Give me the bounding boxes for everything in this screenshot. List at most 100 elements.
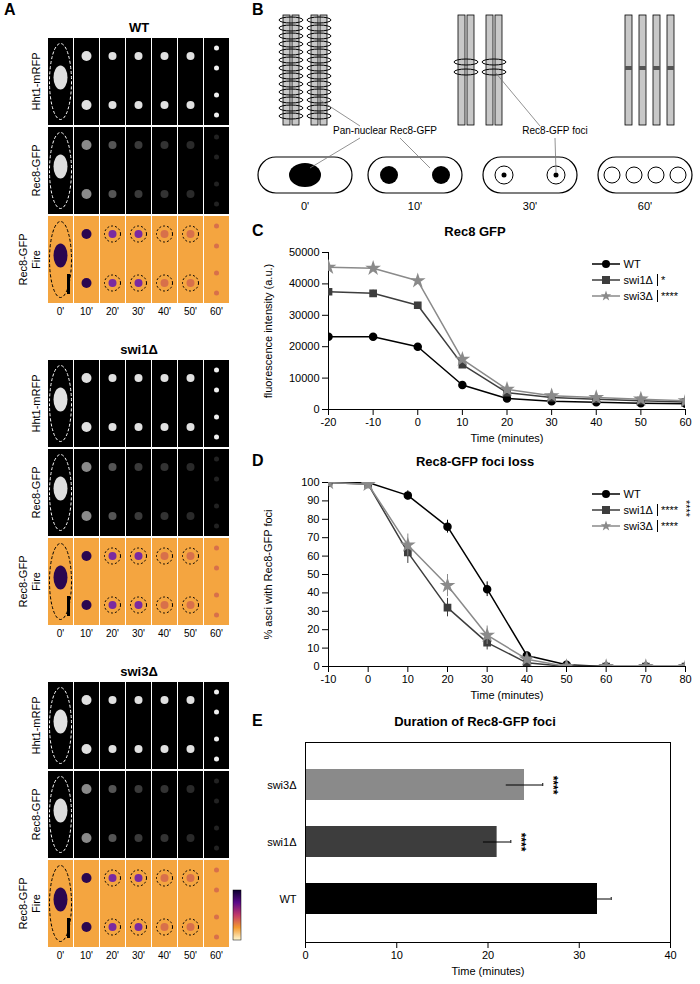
svg-text:30: 30	[546, 416, 558, 428]
svg-text:20': 20'	[106, 950, 119, 961]
svg-text:90: 90	[307, 494, 319, 506]
svg-text:20': 20'	[106, 628, 119, 639]
svg-text:Rec8-GFP: Rec8-GFP	[30, 145, 42, 197]
svg-text:10000: 10000	[289, 372, 320, 384]
svg-text:B: B	[252, 1, 264, 18]
svg-text:0: 0	[365, 673, 371, 685]
svg-text:60': 60'	[638, 200, 652, 212]
svg-text:0: 0	[302, 949, 308, 961]
svg-text:fluorescence intensity (a.u.): fluorescence intensity (a.u.)	[262, 264, 274, 399]
svg-text:60: 60	[307, 550, 319, 562]
svg-text:20: 20	[307, 623, 319, 635]
svg-text:Hht1-mRFP: Hht1-mRFP	[30, 696, 42, 754]
svg-text:Time (minutes): Time (minutes)	[471, 689, 544, 701]
svg-text:10': 10'	[408, 200, 422, 212]
svg-text:Fire: Fire	[30, 250, 42, 269]
svg-text:10: 10	[402, 673, 414, 685]
svg-text:50: 50	[307, 568, 319, 580]
svg-text:Hht1-mRFP: Hht1-mRFP	[30, 374, 42, 432]
svg-text:Rec8-GFP: Rec8-GFP	[17, 878, 29, 930]
svg-text:10: 10	[456, 416, 468, 428]
svg-text:30': 30'	[523, 200, 537, 212]
svg-text:Rec8-GFP: Rec8-GFP	[30, 789, 42, 841]
svg-text:60': 60'	[210, 306, 223, 317]
svg-text:30: 30	[307, 605, 319, 617]
svg-text:Rec8-GFP foci: Rec8-GFP foci	[522, 125, 587, 136]
svg-text:30: 30	[481, 673, 493, 685]
svg-text:A: A	[4, 1, 16, 18]
svg-text:40: 40	[521, 673, 533, 685]
svg-text:****: ****	[546, 776, 560, 795]
svg-text:10': 10'	[80, 306, 93, 317]
svg-text:40': 40'	[158, 306, 171, 317]
svg-text:20: 20	[441, 673, 453, 685]
svg-text:0': 0'	[57, 950, 65, 961]
svg-text:0: 0	[313, 660, 319, 672]
html-text:Duration of Rec8-GFP foci: Duration of Rec8-GFP foci	[394, 714, 556, 729]
svg-text:swi3Δ: swi3Δ	[120, 664, 158, 679]
svg-text:40': 40'	[158, 628, 171, 639]
svg-text:Time (minutes): Time (minutes)	[452, 965, 525, 977]
svg-text:10: 10	[391, 949, 403, 961]
svg-text:30': 30'	[132, 306, 145, 317]
svg-text:80: 80	[307, 513, 319, 525]
html-text:Rec8 GFP: Rec8 GFP	[444, 224, 506, 239]
svg-text:10: 10	[307, 642, 319, 654]
svg-text:80: 80	[679, 673, 691, 685]
svg-text:10': 10'	[80, 628, 93, 639]
svg-text:Fire: Fire	[30, 894, 42, 913]
svg-text:20: 20	[482, 949, 494, 961]
svg-text:Rec8-GFP: Rec8-GFP	[17, 234, 29, 286]
html-text:WT: WT	[623, 258, 641, 270]
svg-text:20000: 20000	[289, 340, 320, 352]
svg-text:40: 40	[307, 586, 319, 598]
svg-text:20': 20'	[106, 306, 119, 317]
svg-text:60: 60	[679, 416, 691, 428]
html-text:C: C	[252, 222, 264, 239]
svg-text:-10: -10	[321, 673, 337, 685]
svg-text:50': 50'	[184, 628, 197, 639]
svg-text:20: 20	[501, 416, 513, 428]
svg-text:50': 50'	[184, 306, 197, 317]
html-text:Rec8-GFP foci loss: Rec8-GFP foci loss	[415, 454, 535, 469]
svg-text:WT: WT	[279, 893, 296, 905]
svg-text:0: 0	[415, 416, 421, 428]
svg-text:10': 10'	[80, 950, 93, 961]
svg-text:0': 0'	[57, 628, 65, 639]
svg-text:50: 50	[635, 416, 647, 428]
svg-text:Rec8-GFP: Rec8-GFP	[17, 556, 29, 608]
svg-text:60': 60'	[210, 628, 223, 639]
svg-text:70: 70	[307, 531, 319, 543]
svg-text:30': 30'	[132, 628, 145, 639]
svg-text:Time (minutes): Time (minutes)	[471, 432, 544, 444]
svg-text:Fire: Fire	[30, 572, 42, 591]
svg-text:30000: 30000	[289, 309, 320, 321]
svg-text:50': 50'	[184, 950, 197, 961]
svg-text:****: ****	[514, 833, 528, 852]
svg-text:WT: WT	[129, 20, 149, 35]
svg-text:40': 40'	[158, 950, 171, 961]
svg-text:0: 0	[313, 403, 319, 415]
svg-text:swi1Δ: swi1Δ	[267, 836, 297, 848]
svg-text:Pan-nuclear Rec8-GFP: Pan-nuclear Rec8-GFP	[333, 125, 437, 136]
svg-text:60': 60'	[210, 950, 223, 961]
svg-text:30': 30'	[132, 950, 145, 961]
svg-text:40: 40	[590, 416, 602, 428]
svg-text:0': 0'	[57, 306, 65, 317]
svg-text:40000: 40000	[289, 277, 320, 289]
svg-text:% asci with Rec8-GFP foci: % asci with Rec8-GFP foci	[262, 509, 274, 639]
svg-text:swi1Δ: swi1Δ	[120, 342, 158, 357]
svg-text:swi3Δ: swi3Δ	[267, 779, 297, 791]
svg-text:0': 0'	[301, 200, 309, 212]
svg-text:30: 30	[573, 949, 585, 961]
svg-text:70: 70	[640, 673, 652, 685]
svg-text:100: 100	[301, 476, 319, 488]
svg-text:60: 60	[600, 673, 612, 685]
svg-text:50000: 50000	[289, 246, 320, 258]
svg-text:-10: -10	[365, 416, 381, 428]
svg-text:-20: -20	[321, 416, 337, 428]
svg-text:Rec8-GFP: Rec8-GFP	[30, 467, 42, 519]
svg-text:Hht1-mRFP: Hht1-mRFP	[30, 52, 42, 110]
svg-text:40: 40	[664, 949, 676, 961]
svg-text:50: 50	[560, 673, 572, 685]
